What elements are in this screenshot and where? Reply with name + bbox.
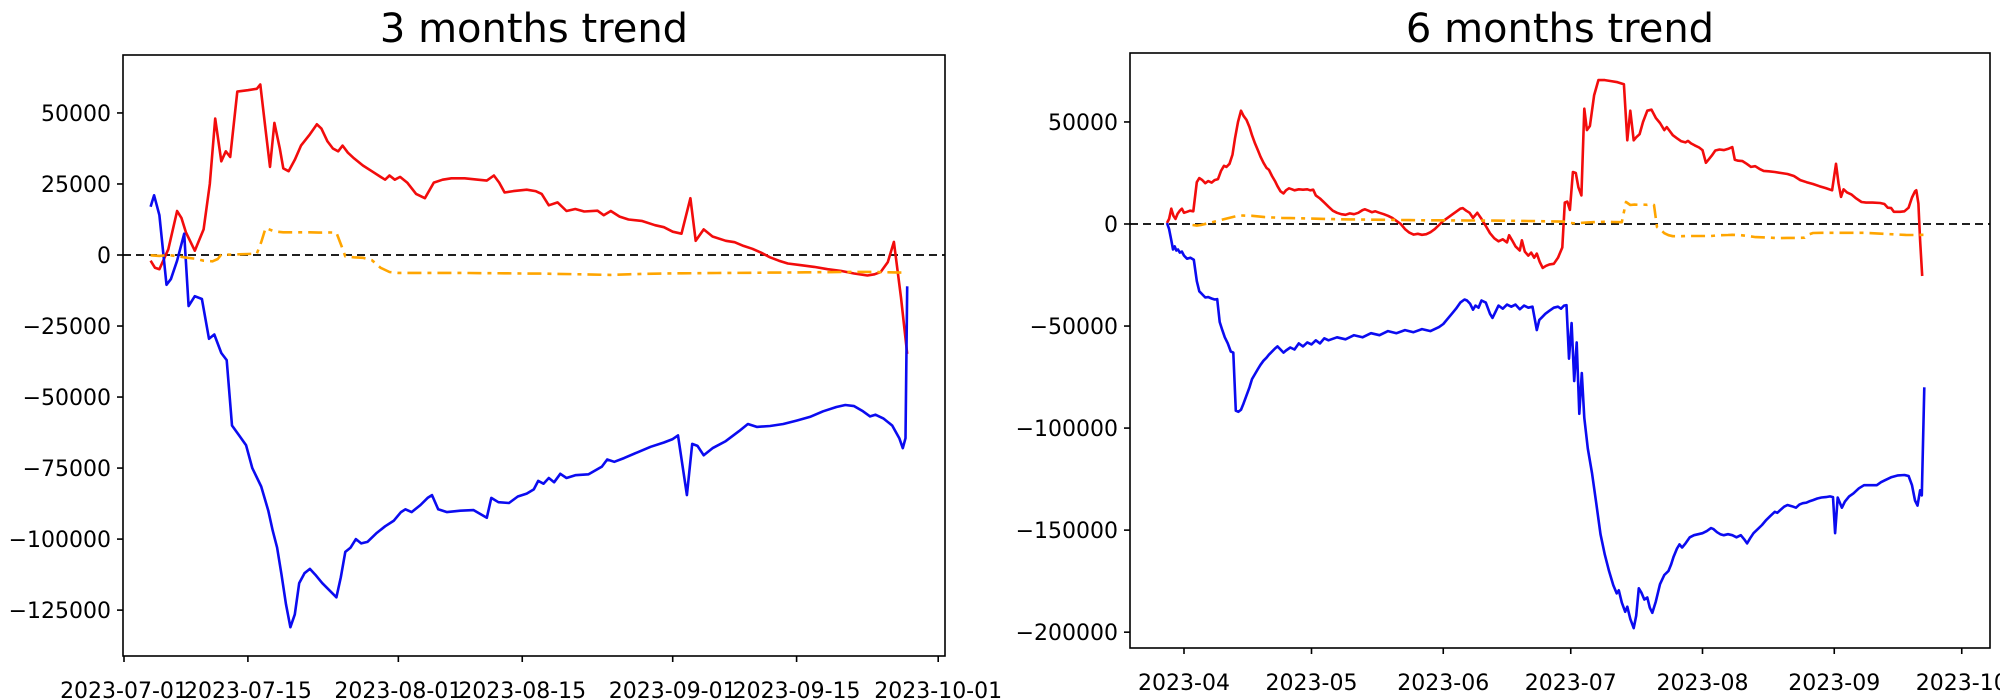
y-tick-label-6m: −100000 [1016,417,1118,442]
x-tick-label-3m: 2023-10-01 [874,679,1002,700]
y-tick-label-3m: −100000 [9,528,111,553]
chart-title-6-months: 6 months trend [1405,6,1715,52]
x-tick-label-6m: 2023-09 [1788,671,1880,696]
y-tick-label-6m: −200000 [1016,621,1118,646]
x-tick-label-6m: 2023-05 [1266,671,1358,696]
x-tick-label-3m: 2023-07-01 [60,679,188,700]
orange-series-6m [1192,200,1924,240]
red-series-3m [149,83,909,355]
blue-series-3m [149,194,909,629]
x-tick-label-6m: 2023-08 [1657,671,1749,696]
plot-frame-6m [1129,52,1991,649]
y-tick-label-3m: 50000 [41,102,111,127]
x-tick-label-6m: 2023-10 [1916,671,2000,696]
x-tick-label-3m: 2023-09-15 [733,679,861,700]
chart-title-3-months: 3 months trend [379,6,689,52]
x-tick-label-3m: 2023-08-15 [458,679,586,700]
y-tick-label-3m: −50000 [23,386,111,411]
y-tick-label-3m: 25000 [41,173,111,198]
y-tick-label-6m: 50000 [1048,111,1118,136]
y-tick-label-3m: −125000 [9,599,111,624]
x-tick-label-3m: 2023-09-01 [609,679,737,700]
x-tick-label-6m: 2023-07 [1525,671,1617,696]
y-tick-label-3m: −25000 [23,315,111,340]
x-tick-label-3m: 2023-07-15 [184,679,312,700]
y-tick-label-3m: −75000 [23,457,111,482]
blue-series-6m [1165,222,1926,630]
x-tick-label-3m: 2023-08-01 [334,679,462,700]
orange-series-3m [150,226,903,277]
y-tick-label-6m: 0 [1104,213,1118,238]
plot-frame-3m [122,54,946,657]
x-tick-label-6m: 2023-06 [1397,671,1489,696]
y-tick-label-6m: −150000 [1016,519,1118,544]
y-tick-label-3m: 0 [97,244,111,269]
x-tick-label-6m: 2023-04 [1138,671,1230,696]
y-tick-label-6m: −50000 [1030,315,1118,340]
red-series-6m [1165,78,1924,277]
